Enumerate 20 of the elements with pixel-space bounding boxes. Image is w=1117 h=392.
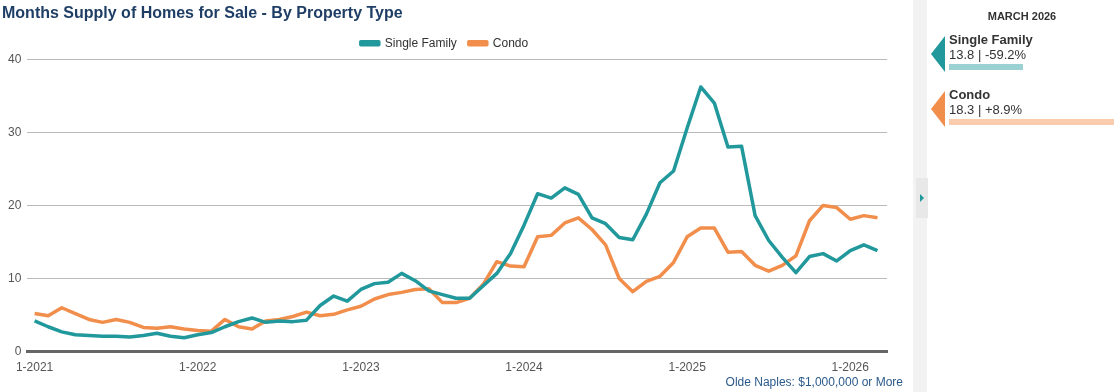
x-tick-label: 1-2022: [179, 360, 217, 375]
legend-label: Condo: [492, 35, 529, 50]
x-tick-label: 1-2024: [505, 360, 544, 375]
x-tick-label: 1-2025: [668, 360, 707, 375]
y-tick-label: 10: [7, 270, 22, 285]
legend-label: Single Family: [384, 35, 457, 50]
text: Single Family: [949, 32, 1033, 47]
x-tick-label: 1-2023: [342, 360, 380, 375]
text: 13.8 | -59.2%: [949, 47, 1028, 62]
y-tick-label: 40: [7, 51, 22, 66]
text: Condo: [949, 87, 991, 102]
x-tick-label: 1-2026: [831, 360, 870, 375]
y-tick-label: 0: [14, 343, 22, 358]
chart-title: Months Supply of Homes for Sale - By Property Type: [2, 4, 403, 22]
text: Olde Naples: $1,000,000 or More: [725, 375, 904, 390]
text: 18.3 | +8.9%: [949, 102, 1024, 117]
y-tick-label: 30: [7, 124, 22, 139]
y-tick-label: 20: [7, 197, 22, 212]
x-tick-label: 1-2021: [15, 360, 54, 375]
text: MARCH 2026: [986, 10, 1058, 22]
